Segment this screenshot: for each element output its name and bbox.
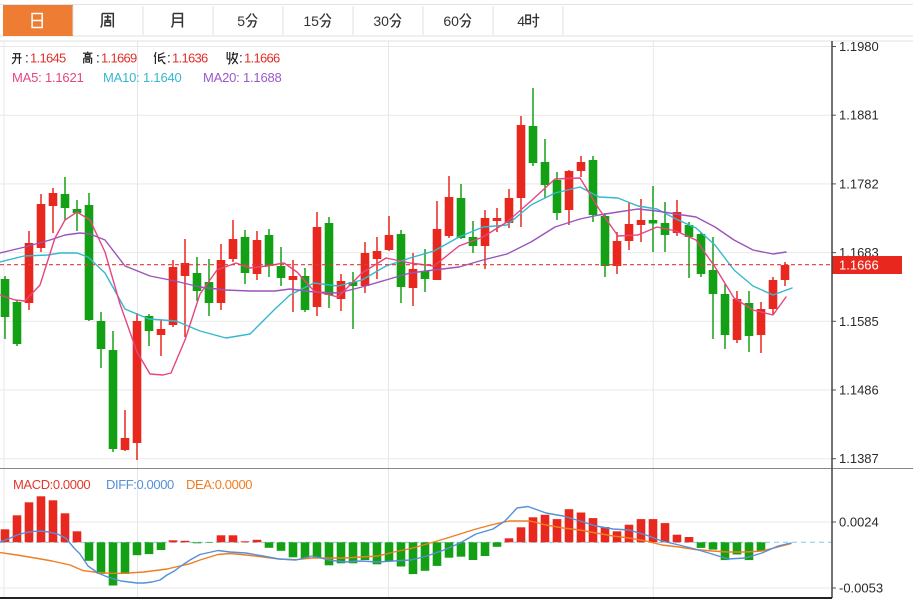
svg-text:MA10: 1.1640: MA10: 1.1640 [103, 70, 182, 85]
svg-text::: : [167, 51, 171, 66]
svg-text:15: 15 [303, 13, 319, 29]
svg-text:MA5: 1.1621: MA5: 1.1621 [12, 70, 84, 85]
svg-text:1.1666: 1.1666 [244, 51, 280, 66]
svg-text:MA20: 1.1688: MA20: 1.1688 [203, 70, 282, 85]
svg-text:0.0024: 0.0024 [839, 515, 879, 530]
svg-text:5: 5 [237, 13, 245, 29]
svg-text:DIFF:0.0000: DIFF:0.0000 [106, 477, 174, 492]
svg-text:1.1636: 1.1636 [172, 51, 208, 66]
svg-text::: : [96, 51, 100, 66]
svg-text:4: 4 [517, 13, 525, 29]
svg-text:-0.0053: -0.0053 [839, 581, 883, 596]
svg-text::: : [239, 51, 243, 66]
svg-text:30: 30 [373, 13, 389, 29]
svg-text:60: 60 [443, 13, 459, 29]
svg-text:1.1669: 1.1669 [101, 51, 137, 66]
svg-text:1.1645: 1.1645 [30, 51, 66, 66]
svg-text:1.1881: 1.1881 [839, 108, 879, 123]
svg-text:1.1666: 1.1666 [839, 258, 879, 273]
svg-text:1.1585: 1.1585 [839, 314, 879, 329]
svg-text:1.1387: 1.1387 [839, 451, 879, 466]
svg-text:DEA:0.0000: DEA:0.0000 [186, 477, 252, 492]
svg-text::: : [25, 51, 29, 66]
svg-text:1.1782: 1.1782 [839, 176, 879, 191]
svg-text:1.1980: 1.1980 [839, 39, 879, 54]
svg-text:MACD:0.0000: MACD:0.0000 [13, 477, 90, 492]
svg-text:1.1486: 1.1486 [839, 383, 879, 398]
